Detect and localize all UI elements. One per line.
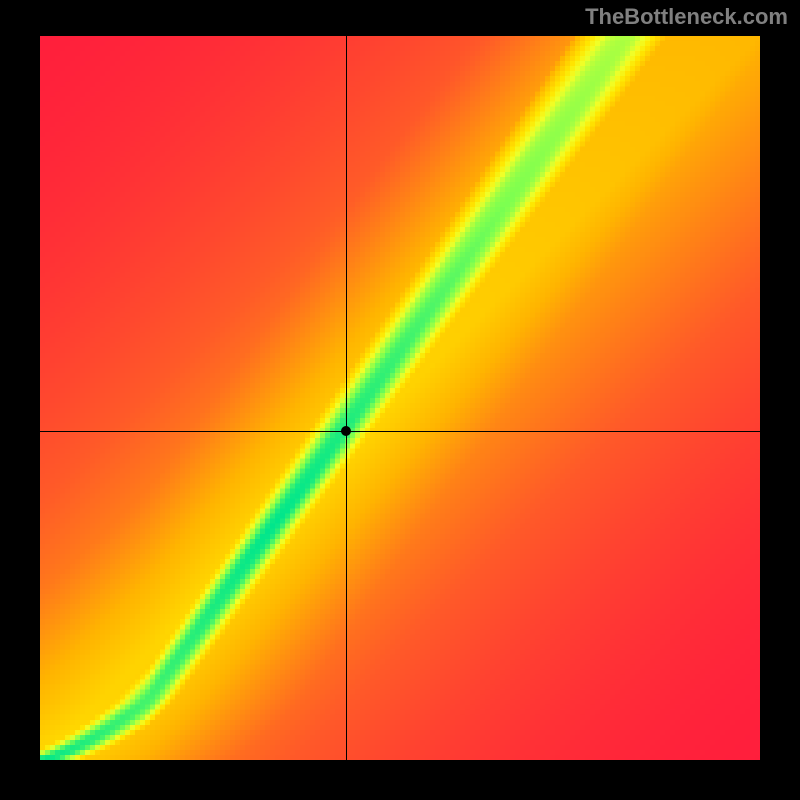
crosshair-horizontal [40, 431, 760, 432]
chart-root: TheBottleneck.com [0, 0, 800, 800]
watermark-text: TheBottleneck.com [585, 4, 788, 30]
crosshair-vertical [346, 36, 347, 760]
heatmap-canvas [40, 36, 760, 760]
plot-area [40, 36, 760, 760]
marker-dot [341, 426, 351, 436]
